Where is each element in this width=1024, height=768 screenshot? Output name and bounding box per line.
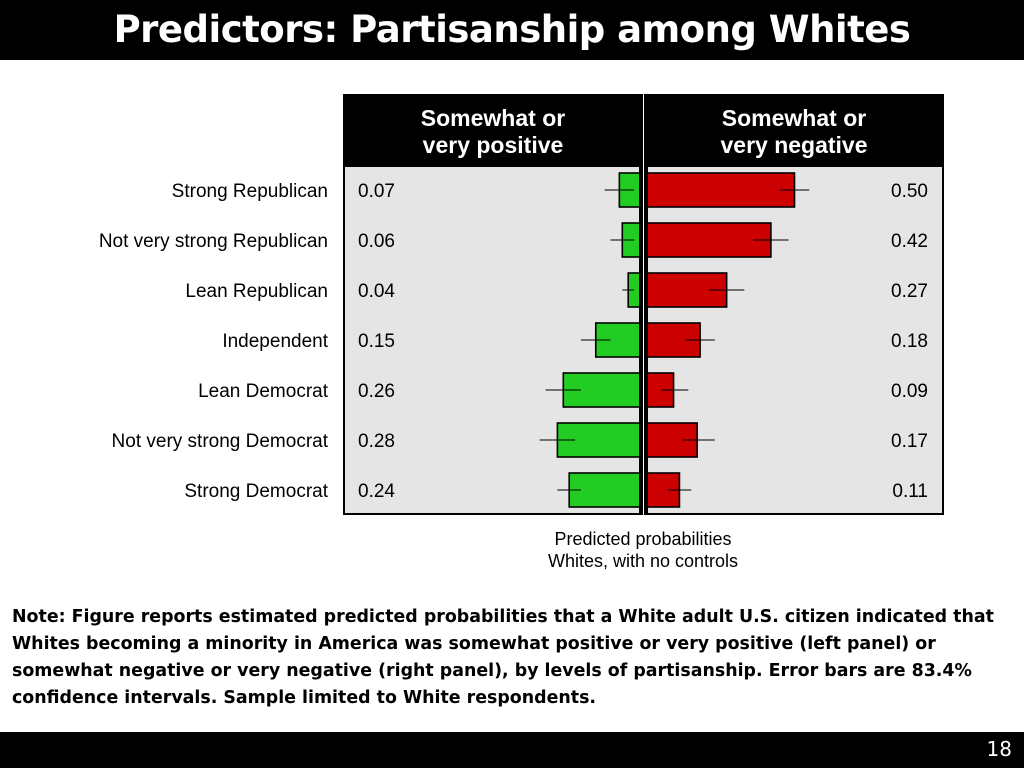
positive-value-label: 0.06: [358, 231, 395, 252]
category-label: Not very strong Republican: [99, 231, 328, 252]
figure-note: Note: Figure reports estimated predicted…: [12, 607, 994, 708]
category-label: Lean Democrat: [198, 381, 329, 402]
right-panel-header: [645, 95, 943, 167]
page-number: 18: [986, 737, 1012, 761]
x-axis-label: Predicted probabilities: [554, 529, 731, 549]
left-panel-header: [344, 95, 642, 167]
positive-value-label: 0.04: [358, 281, 395, 302]
footer-bar: 18: [0, 732, 1024, 768]
positive-value-label: 0.24: [358, 481, 395, 502]
right-panel-header-line: Somewhat or: [722, 105, 866, 131]
positive-value-label: 0.26: [358, 381, 395, 402]
negative-value-label: 0.27: [891, 281, 928, 302]
negative-bar: [646, 222, 772, 258]
category-label: Strong Republican: [172, 181, 328, 202]
left-panel-header-line: very positive: [423, 132, 564, 158]
right-panel-header-line: very negative: [720, 132, 867, 158]
positive-value-label: 0.15: [358, 331, 395, 352]
negative-value-label: 0.18: [891, 331, 928, 352]
negative-value-label: 0.50: [891, 181, 928, 202]
negative-value-label: 0.11: [892, 481, 928, 502]
title-bar: Predictors: Partisanship among Whites: [0, 0, 1024, 60]
left-panel-header-line: Somewhat or: [421, 105, 565, 131]
slide-title: Predictors: Partisanship among Whites: [113, 8, 911, 51]
category-label: Lean Republican: [185, 281, 328, 302]
positive-value-label: 0.28: [358, 431, 395, 452]
negative-value-label: 0.17: [891, 431, 928, 452]
category-label: Not very strong Democrat: [112, 431, 329, 452]
x-axis-label: Whites, with no controls: [548, 551, 738, 571]
negative-bar: [646, 172, 796, 208]
category-label: Independent: [222, 331, 328, 352]
category-label: Strong Democrat: [184, 481, 328, 502]
negative-value-label: 0.09: [891, 381, 928, 402]
negative-value-label: 0.42: [891, 231, 928, 252]
positive-value-label: 0.07: [358, 181, 395, 202]
